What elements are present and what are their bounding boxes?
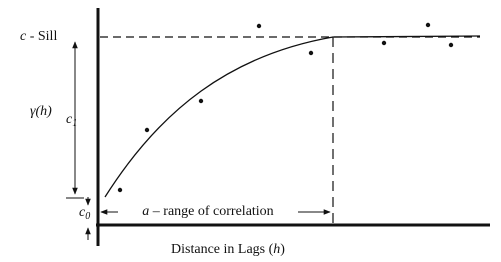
- y-axis-label: γ(h): [30, 104, 52, 119]
- c1-label: c1: [66, 112, 77, 129]
- c0-label: c0: [79, 205, 90, 222]
- point: [308, 50, 314, 56]
- x-axis-label: Distance in Lags (h): [171, 242, 285, 257]
- range-label: a – range of correlation: [142, 204, 273, 219]
- point: [144, 127, 150, 133]
- point: [448, 42, 454, 48]
- points: [117, 22, 454, 193]
- sill-label: c - Sill: [20, 29, 57, 44]
- point: [256, 23, 262, 29]
- point: [425, 22, 431, 28]
- point: [198, 98, 204, 104]
- point: [381, 40, 387, 46]
- point: [117, 187, 123, 193]
- range-label-bg: [118, 203, 298, 221]
- model-curve: [104, 35, 481, 198]
